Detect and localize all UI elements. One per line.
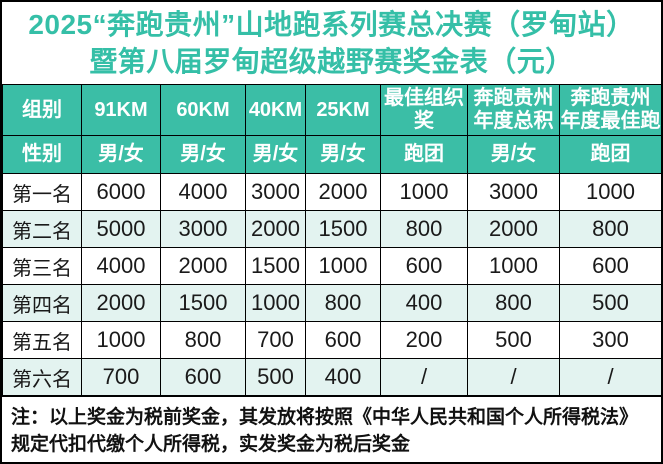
table-row-rank4: 第四名 2000 1500 1000 800 400 800 500 <box>2 284 661 322</box>
table-row-rank1: 第一名 6000 4000 3000 2000 1000 3000 1000 <box>2 173 661 211</box>
gender-cell-annual-best: 跑团 <box>559 135 661 174</box>
prize-cell: 800 <box>559 210 661 248</box>
prize-cell: 700 <box>81 358 161 396</box>
prize-table: 组别 91KM 60KM 40KM 25KM 最佳组织 奖 奔跑贵州 年度总积 … <box>2 84 661 396</box>
gender-cell-60km: 男/女 <box>160 135 246 174</box>
prize-cell: 1500 <box>245 247 306 285</box>
prize-cell: 5000 <box>81 210 161 248</box>
page-title: 2025“奔跑贵州”山地跑系列赛总决赛（罗甸站） 暨第八届罗甸超级越野赛奖金表（… <box>2 2 661 84</box>
prize-cell: 800 <box>467 284 560 322</box>
prize-cell: 2000 <box>245 210 306 248</box>
gender-cell-label: 性别 <box>2 135 82 174</box>
gender-cell-best-org: 跑团 <box>380 135 468 174</box>
rank-label: 第二名 <box>2 210 82 248</box>
rank-label: 第四名 <box>2 284 82 322</box>
prize-cell: 600 <box>160 358 246 396</box>
header-row-group: 组别 91KM 60KM 40KM 25KM 最佳组织 奖 奔跑贵州 年度总积 … <box>2 84 661 136</box>
table-row-rank3: 第三名 4000 2000 1500 1000 600 1000 600 <box>2 247 661 285</box>
gender-cell-annual-points: 男/女 <box>467 135 560 174</box>
header-cell-25km: 25KM <box>305 84 381 136</box>
header-cell-annual-points: 奔跑贵州 年度总积 <box>467 84 560 136</box>
prize-cell: 600 <box>380 247 468 285</box>
prize-cell: 800 <box>305 284 381 322</box>
prize-cell: 1000 <box>305 247 381 285</box>
gender-cell-40km: 男/女 <box>245 135 306 174</box>
rank-label: 第一名 <box>2 173 82 211</box>
prize-cell: 4000 <box>160 173 246 211</box>
header-row-gender: 性别 男/女 男/女 男/女 男/女 跑团 男/女 跑团 <box>2 135 661 174</box>
prize-cell: 700 <box>245 321 306 359</box>
prize-cell: 1500 <box>305 210 381 248</box>
prize-cell: 600 <box>559 247 661 285</box>
prize-cell: 400 <box>305 358 381 396</box>
prize-cell: 1000 <box>380 173 468 211</box>
prize-cell: 800 <box>160 321 246 359</box>
prize-cell: 300 <box>559 321 661 359</box>
prize-cell: 2000 <box>305 173 381 211</box>
prize-cell: 1000 <box>245 284 306 322</box>
prize-cell: 6000 <box>81 173 161 211</box>
prize-cell: 1000 <box>559 173 661 211</box>
tax-note: 注：以上奖金为税前奖金，其发放将按照《中华人民共和国个人所得税法》规定代扣代缴个… <box>2 396 661 458</box>
prize-cell: 3000 <box>467 173 560 211</box>
gender-cell-25km: 男/女 <box>305 135 381 174</box>
rank-label: 第六名 <box>2 358 82 396</box>
header-cell-60km: 60KM <box>160 84 246 136</box>
prize-cell: 2000 <box>160 247 246 285</box>
prize-cell: 500 <box>245 358 306 396</box>
page-title-line2: 暨第八届罗甸超级越野赛奖金表（元） <box>89 46 574 77</box>
table-row-rank2: 第二名 5000 3000 2000 1500 800 2000 800 <box>2 210 661 248</box>
prize-cell: 500 <box>559 284 661 322</box>
prize-cell: 1500 <box>160 284 246 322</box>
header-cell-annual-best-club: 奔跑贵州 年度最佳跑 <box>559 84 661 136</box>
rank-label: 第三名 <box>2 247 82 285</box>
prize-cell: 1000 <box>467 247 560 285</box>
rank-label: 第五名 <box>2 321 82 359</box>
header-cell-40km: 40KM <box>245 84 306 136</box>
prize-cell: 3000 <box>160 210 246 248</box>
gender-cell-91km: 男/女 <box>81 135 161 174</box>
prize-cell: 2000 <box>81 284 161 322</box>
table-row-rank5: 第五名 1000 800 700 600 200 500 300 <box>2 321 661 359</box>
prize-cell: 1000 <box>81 321 161 359</box>
prize-cell: 400 <box>380 284 468 322</box>
prize-cell: 4000 <box>81 247 161 285</box>
prize-cell: 800 <box>380 210 468 248</box>
header-cell-91km: 91KM <box>81 84 161 136</box>
page-title-line1: 2025“奔跑贵州”山地跑系列赛总决赛（罗甸站） <box>28 9 635 40</box>
table-row-rank6: 第六名 700 600 500 400 / / / <box>2 358 661 396</box>
prize-cell: / <box>559 358 661 396</box>
header-cell-best-org-award: 最佳组织 奖 <box>380 84 468 136</box>
prize-cell: / <box>467 358 560 396</box>
prize-cell: 600 <box>305 321 381 359</box>
prize-cell: 3000 <box>245 173 306 211</box>
prize-cell: 500 <box>467 321 560 359</box>
header-cell-group: 组别 <box>2 84 82 136</box>
prize-cell: 200 <box>380 321 468 359</box>
prize-cell: / <box>380 358 468 396</box>
prize-cell: 2000 <box>467 210 560 248</box>
